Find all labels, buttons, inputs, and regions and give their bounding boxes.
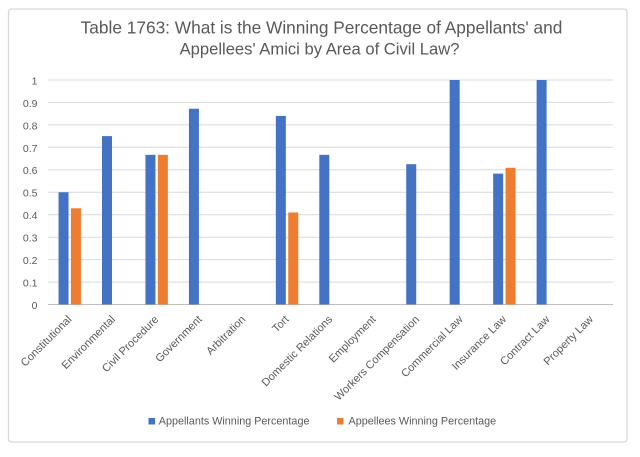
svg-text:0.1: 0.1 bbox=[23, 277, 38, 289]
svg-text:Appellees Winning Percentage: Appellees Winning Percentage bbox=[349, 415, 497, 427]
svg-text:Appellants Winning Percentage: Appellants Winning Percentage bbox=[159, 415, 310, 427]
svg-text:0.6: 0.6 bbox=[23, 165, 38, 177]
svg-text:0.4: 0.4 bbox=[23, 210, 38, 222]
svg-text:0: 0 bbox=[32, 300, 38, 312]
svg-text:0.8: 0.8 bbox=[23, 120, 38, 132]
svg-text:1: 1 bbox=[32, 75, 38, 87]
svg-text:0.2: 0.2 bbox=[23, 255, 38, 267]
svg-text:Table 1763: What is the Winnin: Table 1763: What is the Winning Percenta… bbox=[81, 18, 563, 38]
svg-text:0.9: 0.9 bbox=[23, 98, 38, 110]
svg-text:0.7: 0.7 bbox=[23, 143, 38, 155]
svg-text:0.5: 0.5 bbox=[23, 188, 38, 200]
svg-text:Appellees' Amici by Area of Ci: Appellees' Amici by Area of Civil Law? bbox=[180, 40, 460, 59]
svg-text:0.3: 0.3 bbox=[23, 233, 38, 245]
